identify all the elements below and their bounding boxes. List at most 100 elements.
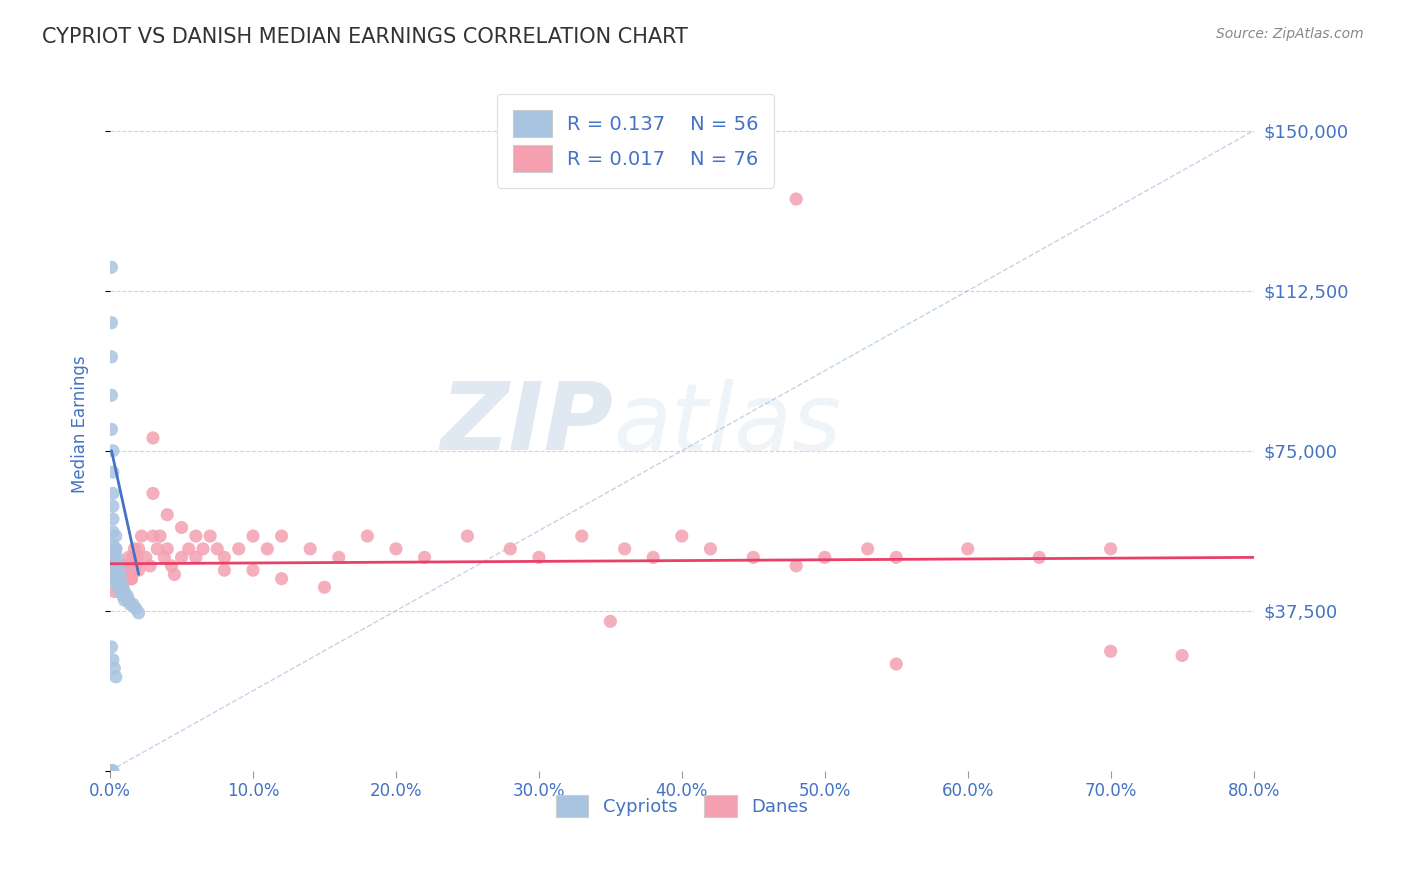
Point [105, 563, 128, 577]
Point [149, 529, 172, 543]
Point [163, 567, 186, 582]
Point [112, 567, 135, 582]
Point [142, 529, 165, 543]
Point [785, 192, 807, 206]
Point [127, 550, 149, 565]
Point [100, 260, 122, 275]
Text: ZIP: ZIP [440, 378, 613, 470]
Point [156, 508, 179, 522]
Point [742, 550, 765, 565]
Point [184, 529, 207, 543]
Point [100, 764, 122, 778]
Point [242, 529, 264, 543]
Point [101, 653, 124, 667]
Point [108, 584, 131, 599]
Point [103, 558, 125, 573]
Point [105, 563, 128, 577]
Point [108, 567, 131, 582]
Point [356, 529, 378, 543]
Point [120, 563, 142, 577]
Point [814, 550, 837, 565]
Point [103, 541, 125, 556]
Point [456, 529, 478, 543]
Point [153, 550, 176, 565]
Point [256, 541, 278, 556]
Point [100, 388, 122, 402]
Point [112, 558, 135, 573]
Point [184, 550, 207, 565]
Point [100, 422, 122, 436]
Point [101, 486, 124, 500]
Point [110, 558, 132, 573]
Point [118, 550, 141, 565]
Point [103, 550, 125, 565]
Point [142, 431, 165, 445]
Point [699, 541, 721, 556]
Point [112, 593, 135, 607]
Y-axis label: Median Earnings: Median Earnings [72, 355, 89, 493]
Point [125, 558, 148, 573]
Point [107, 572, 129, 586]
Point [105, 576, 128, 591]
Point [177, 541, 200, 556]
Point [142, 486, 165, 500]
Point [104, 558, 127, 573]
Legend: Cypriots, Danes: Cypriots, Danes [548, 788, 815, 824]
Point [299, 541, 322, 556]
Point [242, 563, 264, 577]
Point [105, 576, 128, 591]
Point [270, 572, 292, 586]
Point [214, 550, 236, 565]
Point [104, 529, 127, 543]
Point [884, 657, 907, 671]
Point [146, 541, 169, 556]
Point [105, 550, 128, 565]
Point [100, 640, 122, 654]
Point [671, 529, 693, 543]
Point [101, 538, 124, 552]
Point [599, 615, 621, 629]
Point [128, 541, 150, 556]
Point [135, 550, 157, 565]
Point [131, 529, 153, 543]
Point [499, 541, 522, 556]
Point [1099, 644, 1122, 658]
Point [884, 550, 907, 565]
Point [107, 558, 129, 573]
Point [385, 541, 408, 556]
Point [104, 572, 127, 586]
Point [124, 541, 146, 556]
Point [111, 576, 134, 591]
Point [170, 520, 193, 534]
Text: Source: ZipAtlas.com: Source: ZipAtlas.com [1216, 27, 1364, 41]
Point [413, 550, 436, 565]
Point [1099, 541, 1122, 556]
Point [110, 584, 132, 599]
Point [214, 563, 236, 577]
Point [108, 567, 131, 582]
Point [156, 541, 179, 556]
Point [100, 563, 122, 577]
Point [104, 541, 127, 556]
Point [104, 670, 127, 684]
Point [228, 541, 250, 556]
Point [101, 524, 124, 539]
Point [527, 550, 550, 565]
Point [571, 529, 593, 543]
Point [111, 580, 134, 594]
Point [103, 576, 125, 591]
Point [314, 580, 336, 594]
Point [207, 541, 229, 556]
Point [101, 558, 124, 573]
Point [101, 764, 124, 778]
Point [125, 601, 148, 615]
Point [103, 584, 125, 599]
Text: CYPRIOT VS DANISH MEDIAN EARNINGS CORRELATION CHART: CYPRIOT VS DANISH MEDIAN EARNINGS CORREL… [42, 27, 688, 46]
Point [103, 661, 125, 675]
Point [101, 465, 124, 479]
Point [139, 558, 162, 573]
Point [128, 563, 150, 577]
Point [111, 589, 134, 603]
Point [108, 576, 131, 591]
Point [115, 589, 138, 603]
